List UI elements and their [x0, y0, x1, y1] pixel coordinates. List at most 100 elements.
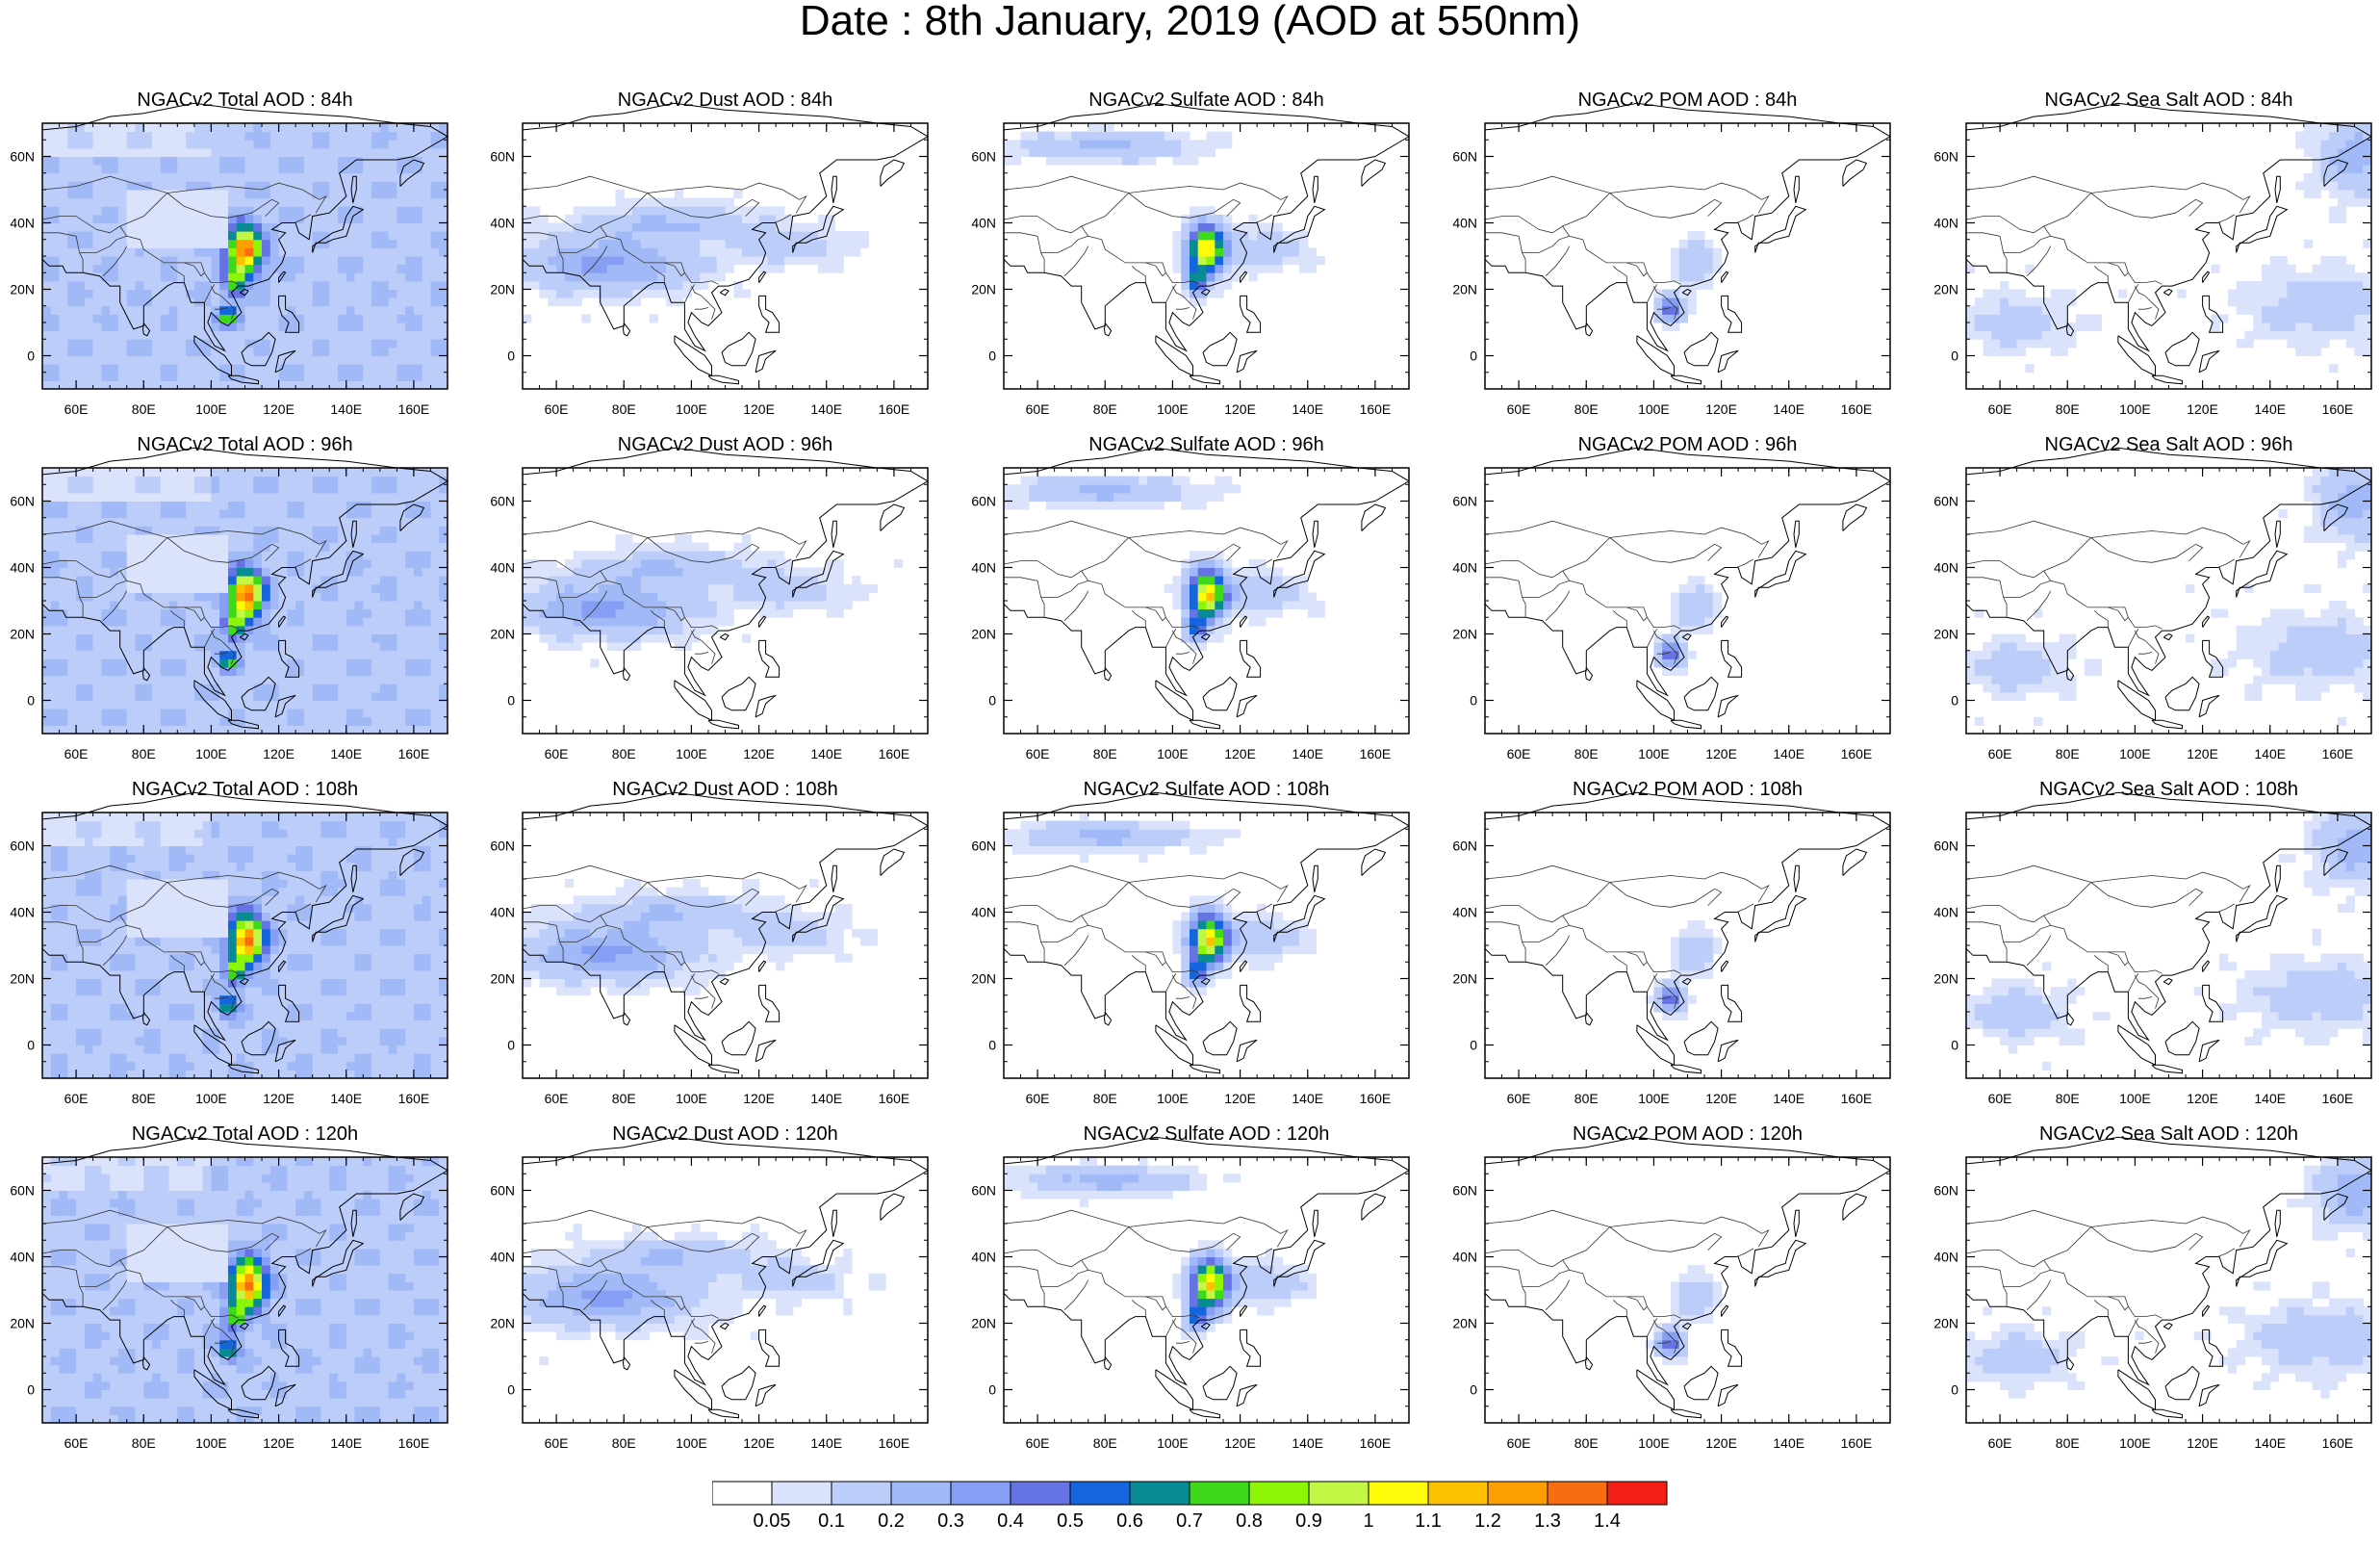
aod-cell — [245, 717, 254, 726]
aod-cell — [118, 123, 127, 132]
aod-cell — [431, 322, 440, 331]
aod-cell — [439, 584, 448, 593]
aod-cell — [320, 132, 329, 141]
aod-cell — [371, 306, 380, 315]
aod-cell — [355, 676, 364, 684]
aod-cell — [320, 626, 329, 634]
aod-cell — [186, 322, 194, 331]
aod-cell — [1190, 272, 1198, 281]
aod-cell — [338, 543, 346, 552]
aod-cell — [186, 231, 194, 240]
aod-cell — [93, 658, 102, 667]
aod-cell — [60, 534, 68, 543]
aod-cell — [338, 331, 346, 340]
aod-cell — [60, 132, 68, 141]
aod-cell — [431, 684, 440, 692]
aod-cell — [143, 165, 152, 173]
aod-cell — [355, 484, 364, 493]
aod-cell — [2219, 314, 2228, 322]
aod-cell — [110, 140, 118, 148]
aod-cell — [405, 140, 414, 148]
aod-cell — [93, 140, 102, 148]
aod-cell — [245, 331, 254, 340]
aod-cell — [203, 717, 212, 726]
aod-cell — [93, 651, 102, 659]
aod-cell — [691, 265, 700, 273]
aod-cell — [1198, 281, 1207, 290]
aod-cell — [414, 592, 422, 601]
aod-cell — [93, 518, 102, 527]
aod-cell — [320, 256, 329, 265]
aod-cell — [1055, 132, 1063, 141]
aod-cell — [607, 265, 616, 273]
aod-cell — [262, 281, 270, 290]
aod-cell — [776, 265, 784, 273]
aod-cell — [118, 709, 127, 717]
aod-cell — [85, 592, 93, 601]
aod-cell — [683, 231, 692, 240]
aod-cell — [228, 709, 237, 717]
aod-cell — [262, 493, 270, 502]
aod-cell — [422, 231, 431, 240]
aod-cell — [127, 380, 136, 389]
aod-cell — [1248, 240, 1257, 248]
aod-cell — [42, 717, 51, 726]
aod-cell — [1164, 148, 1173, 157]
aod-cell — [422, 265, 431, 273]
aod-cell — [389, 247, 397, 256]
aod-cell — [194, 617, 203, 626]
aod-cell — [2363, 281, 2371, 290]
aod-cell — [320, 380, 329, 389]
aod-cell — [279, 468, 288, 477]
aod-cell — [186, 247, 194, 256]
aod-cell — [414, 190, 422, 198]
aod-cell — [371, 380, 380, 389]
aod-cell — [237, 157, 245, 166]
aod-cell — [355, 493, 364, 502]
aod-cell — [203, 240, 212, 248]
aod-cell — [329, 290, 338, 298]
aod-cell — [380, 493, 389, 502]
aod-cell — [118, 484, 127, 493]
aod-cell — [590, 206, 599, 215]
aod-cell — [270, 493, 279, 502]
aod-field — [1004, 123, 1325, 306]
aod-cell — [1991, 339, 2000, 348]
aod-cell — [136, 206, 144, 215]
aod-cell — [414, 364, 422, 373]
aod-cell — [186, 331, 194, 340]
aod-cell — [371, 592, 380, 601]
country-border — [1966, 194, 2091, 233]
aod-cell — [118, 692, 127, 701]
aod-cell — [253, 592, 262, 601]
aod-cell — [93, 493, 102, 502]
aod-cell — [414, 306, 422, 315]
aod-cell — [1131, 157, 1139, 166]
aod-cell — [523, 206, 531, 215]
aod-cell — [708, 240, 717, 248]
aod-cell — [237, 165, 245, 173]
aod-cell — [186, 173, 194, 182]
aod-cell — [380, 190, 389, 198]
aod-cell — [2320, 265, 2329, 273]
aod-cell — [85, 123, 93, 132]
aod-cell — [194, 576, 203, 584]
aod-cell — [228, 509, 237, 518]
aod-cell — [574, 265, 582, 273]
aod-cell — [304, 484, 313, 493]
aod-cell — [355, 297, 364, 306]
aod-cell — [101, 642, 110, 651]
aod-cell — [127, 173, 136, 182]
aod-cell — [650, 215, 658, 223]
aod-cell — [320, 356, 329, 365]
aod-cell — [338, 601, 346, 609]
aod-cell — [540, 290, 549, 298]
aod-cell — [127, 701, 136, 710]
aod-cell — [110, 692, 118, 701]
aod-cell — [42, 240, 51, 248]
aod-cell — [76, 477, 85, 485]
aod-cell — [186, 617, 194, 626]
aod-cell — [237, 468, 245, 477]
aod-cell — [279, 380, 288, 389]
aod-cell — [320, 247, 329, 256]
